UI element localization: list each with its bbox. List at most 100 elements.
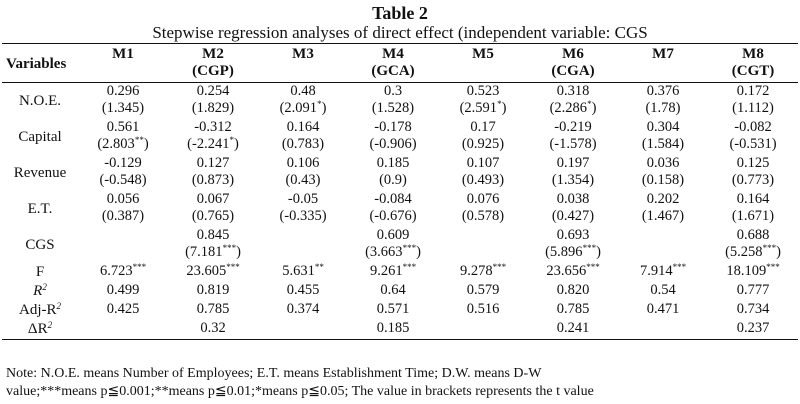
t-value-text: (-0.548): [99, 172, 147, 188]
stat-value: 7.914: [639, 263, 673, 279]
value-cell: [78, 227, 168, 263]
stat-cell: 0.241: [528, 320, 618, 340]
significance-mark: ***: [402, 262, 417, 272]
header-sub: (CGA): [551, 63, 595, 79]
stat-value: 0.64: [380, 282, 406, 298]
t-value-text: (0.43): [285, 172, 321, 188]
stat-cell: 0.820: [528, 282, 618, 301]
t-value: (1.354): [528, 172, 618, 189]
table-row: N.O.E. 0.296 (1.345) 0.254 (1.829) 0.48 (2.091…: [2, 83, 798, 120]
t-value-text: (-2.241: [187, 136, 230, 152]
significance-mark: ***: [582, 243, 597, 253]
header-m3: M3: [258, 43, 348, 83]
stat-cell: 5.631**: [258, 263, 348, 282]
coefficient: 0.304: [646, 119, 680, 135]
significance-mark: ***: [226, 262, 240, 272]
coefficient: -0.082: [734, 119, 772, 135]
stat-cell: 0.734: [708, 301, 798, 320]
t-value-close: ): [596, 244, 601, 260]
value-cell: -0.082 (-0.531): [708, 119, 798, 155]
stat-value: 0.185: [376, 320, 410, 336]
header-label: M1: [112, 46, 134, 62]
stat-cell: [258, 320, 348, 340]
t-value-close: ): [143, 136, 149, 152]
stat-cell: 0.579: [438, 282, 528, 301]
coefficient: 0.48: [290, 83, 316, 99]
coefficient: 0.202: [646, 191, 680, 207]
t-value: (0.773): [708, 172, 798, 189]
t-value: (-2.241*): [168, 136, 258, 153]
stat-value: 0.734: [736, 301, 770, 317]
t-value-text: (0.873): [191, 172, 235, 188]
t-value-text: (0.925): [461, 136, 505, 152]
significance-mark: *: [587, 99, 592, 109]
stat-cell: 0.237: [708, 320, 798, 340]
row-label: Adj-R2: [2, 301, 78, 320]
stat-value: 5.631: [282, 263, 315, 279]
header-variables-label: Variables: [6, 55, 67, 72]
stat-cell: 0.777: [708, 282, 798, 301]
stat-value: 0.54: [650, 282, 676, 298]
t-value-text: (0.765): [191, 208, 235, 224]
table-title: Table 2: [372, 3, 428, 23]
t-value: (-1.578): [528, 136, 618, 153]
coefficient: 0.185: [376, 155, 410, 171]
t-value-text: (7.181: [185, 244, 223, 260]
coefficient: -0.084: [374, 191, 412, 207]
t-value: (1.78): [618, 100, 708, 117]
t-value-text: (1.584): [641, 136, 685, 152]
significance-mark: **: [134, 135, 144, 145]
header-m1: M1: [78, 43, 168, 83]
stat-value: 0.785: [556, 301, 590, 317]
stat-value: 0.455: [286, 282, 320, 298]
value-cell: 0.107 (0.493): [438, 155, 528, 191]
stat-cell: 7.914***: [618, 263, 708, 282]
coefficient: 0.845: [196, 227, 230, 243]
value-cell: 0.688 (5.258***): [708, 227, 798, 263]
stat-value: 23.656: [546, 263, 587, 279]
significance-mark: ***: [672, 262, 687, 272]
value-cell: 0.197 (1.354): [528, 155, 618, 191]
t-value-close: ): [416, 244, 421, 260]
value-cell: -0.129 (-0.548): [78, 155, 168, 191]
stat-value: 9.278: [459, 263, 493, 279]
stat-value: 0.777: [736, 282, 770, 298]
stat-value: 23.605: [186, 263, 227, 279]
table-row: CGS 0.845 (7.181***) 0.609 (3.663***) 0.693 (5…: [2, 227, 798, 263]
t-value: (5.258***): [708, 244, 798, 261]
stat-cell: 0.455: [258, 282, 348, 301]
stat-cell: [438, 320, 528, 340]
header-label: M3: [292, 46, 314, 62]
t-value: (0.783): [258, 136, 348, 153]
value-cell: 0.036 (0.158): [618, 155, 708, 191]
value-cell: -0.178 (-0.906): [348, 119, 438, 155]
t-value-text: (0.158): [641, 172, 685, 188]
stat-cell: 18.109***: [708, 263, 798, 282]
t-value: (0.387): [78, 208, 168, 225]
row-label: Capital: [2, 119, 78, 155]
t-value-text: (5.896: [545, 244, 583, 260]
t-value-text: (5.258: [725, 244, 763, 260]
t-value-text: (-1.578): [549, 136, 597, 152]
significance-mark: *: [497, 99, 502, 109]
t-value: (0.925): [438, 136, 528, 153]
header-sub: (CGP): [192, 63, 234, 79]
coefficient: 0.172: [736, 83, 770, 99]
t-value: (1.467): [618, 208, 708, 225]
value-cell: 0.185 (0.9): [348, 155, 438, 191]
value-cell: 0.296 (1.345): [78, 83, 168, 120]
stat-row: R2 0.499 0.819 0.455 0.64 0.579 0.820 0.54 0.777: [2, 282, 798, 301]
row-label-superscript: 2: [47, 320, 53, 330]
value-cell: -0.219 (-1.578): [528, 119, 618, 155]
t-value-close: ): [591, 100, 597, 116]
t-value-text: (1.528): [371, 100, 415, 116]
coefficient: 0.067: [196, 191, 230, 207]
stat-value: 0.237: [736, 320, 770, 336]
t-value-text: (1.671): [731, 208, 775, 224]
stat-cell: 0.425: [78, 301, 168, 320]
stat-cell: 0.516: [438, 301, 528, 320]
t-value: (2.091*): [258, 100, 348, 117]
coefficient: 0.164: [736, 191, 770, 207]
value-cell: 0.067 (0.765): [168, 191, 258, 227]
coefficient: -0.05: [287, 191, 319, 207]
